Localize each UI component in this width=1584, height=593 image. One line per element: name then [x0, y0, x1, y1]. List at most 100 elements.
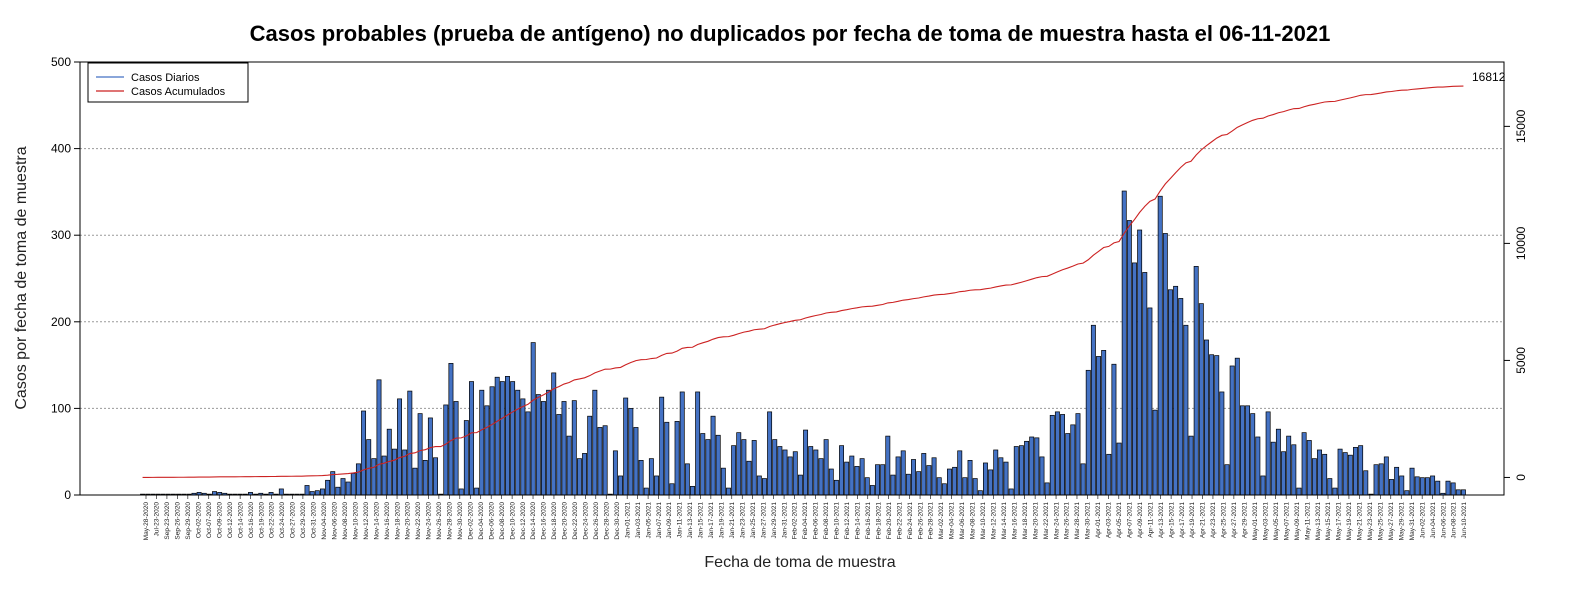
x-tick-label: Jan-25-2021 — [750, 502, 757, 539]
x-tick-label: Apr-11-2021 — [1147, 502, 1154, 538]
x-tick-label: Jan-17-2021 — [708, 502, 715, 539]
x-axis-ticks: May-28-2020 Jul-23-2020 Sep-23-2020 Sep-26-… — [143, 495, 1468, 540]
bar — [1404, 490, 1410, 496]
bar — [761, 478, 767, 496]
bar — [361, 410, 367, 496]
bar — [463, 420, 469, 496]
bar — [530, 342, 536, 496]
bar — [993, 449, 999, 496]
bar — [443, 404, 449, 496]
bar — [1383, 456, 1389, 496]
bar — [412, 467, 418, 496]
x-tick-label: Apr-15-2021 — [1168, 502, 1175, 539]
bar — [1358, 445, 1364, 496]
bar — [1075, 413, 1081, 496]
x-tick-label: May-15-2021 — [1325, 502, 1332, 541]
bar — [1024, 440, 1030, 496]
bar — [417, 413, 423, 496]
bar — [479, 389, 485, 496]
bar — [1162, 233, 1168, 496]
x-tick-label: May-19-2021 — [1346, 502, 1353, 541]
bar — [957, 450, 963, 496]
x-tick-label: Apr-07-2021 — [1126, 502, 1133, 539]
bar — [977, 490, 983, 496]
bar — [833, 479, 839, 496]
bar — [823, 439, 829, 496]
x-tick-label: Feb-04-2021 — [802, 502, 809, 540]
x-tick-label: Oct-02-2020 — [196, 502, 203, 539]
x-tick-label: Dec-08-2020 — [499, 502, 506, 540]
bar — [664, 421, 670, 496]
x-tick-label: Jun-06-2021 — [1440, 502, 1447, 539]
bar — [700, 433, 706, 496]
x-tick-label: Jan-07-2021 — [656, 502, 663, 539]
x-tick-label: Dec-18-2020 — [551, 502, 558, 540]
x-tick-label: Feb-24-2021 — [907, 502, 914, 540]
x-tick-label: Sep-23-2020 — [164, 502, 171, 540]
bar — [982, 462, 988, 496]
bar — [1291, 444, 1297, 496]
bar — [1183, 324, 1189, 496]
bar — [1265, 411, 1271, 496]
y2-tick-label: 10000 — [1514, 226, 1528, 260]
bar — [489, 386, 495, 496]
bar — [1409, 467, 1415, 496]
x-tick-label: Mar-06-2021 — [959, 502, 966, 540]
bar — [612, 450, 618, 496]
x-tick-label: Oct-12-2020 — [227, 502, 234, 539]
bar — [592, 389, 598, 496]
bar — [1435, 480, 1441, 496]
x-tick-label: Mar-30-2021 — [1085, 502, 1092, 540]
x-tick-label: Apr-13-2021 — [1158, 502, 1165, 539]
x-tick-label: Apr-03-2021 — [1106, 502, 1113, 539]
bar — [1373, 464, 1379, 496]
bar — [484, 405, 490, 496]
bar — [1234, 357, 1240, 496]
bar — [679, 391, 685, 496]
x-tick-label: Feb-26-2021 — [917, 502, 924, 540]
x-tick-label: Feb-20-2021 — [886, 502, 893, 540]
x-tick-label: Mar-28-2021 — [1074, 502, 1081, 540]
bar — [941, 483, 947, 496]
bar — [695, 391, 701, 496]
bar — [669, 483, 675, 496]
x-tick-label: May-07-2021 — [1283, 502, 1290, 541]
bar — [1096, 356, 1101, 496]
bar — [556, 414, 562, 496]
final-cumulative-label: 16812 — [1472, 70, 1506, 84]
bar — [916, 471, 922, 496]
bar — [1327, 478, 1333, 496]
bar — [340, 478, 346, 496]
bar — [335, 486, 341, 496]
bar — [1322, 453, 1328, 496]
bar — [648, 458, 654, 496]
x-tick-label: Jan-23-2021 — [739, 502, 746, 539]
bar — [947, 468, 952, 496]
bar — [998, 457, 1004, 496]
x-tick-label: Jan-13-2021 — [687, 502, 694, 539]
x-tick-label: May-21-2021 — [1357, 502, 1364, 541]
x-tick-label: May-17-2021 — [1336, 502, 1343, 541]
bar — [736, 432, 742, 496]
bar — [1008, 488, 1014, 496]
x-tick-label: May-23-2021 — [1367, 502, 1374, 541]
bar — [376, 379, 382, 496]
bar — [1281, 451, 1286, 496]
x-tick-label: Jan-01-2021 — [624, 502, 631, 539]
x-tick-label: Jan-15-2021 — [698, 502, 705, 539]
x-tick-label: Dec-02-2020 — [467, 502, 474, 540]
bar — [746, 460, 752, 496]
x-tick-label: Jun-02-2021 — [1419, 502, 1426, 539]
legend: Casos Diarios Casos Acumulados — [87, 62, 249, 103]
x-tick-label: Jan-09-2021 — [666, 502, 673, 539]
x-tick-label: Mar-26-2021 — [1064, 502, 1071, 540]
bar — [1188, 435, 1194, 496]
bar — [433, 457, 438, 496]
bar — [505, 376, 510, 496]
bar — [900, 450, 906, 496]
x-tick-label: Apr-23-2021 — [1210, 502, 1217, 539]
bar — [967, 460, 973, 496]
bar — [1209, 354, 1215, 496]
x-tick-label: Jan-19-2021 — [719, 502, 726, 539]
bar — [474, 487, 480, 496]
